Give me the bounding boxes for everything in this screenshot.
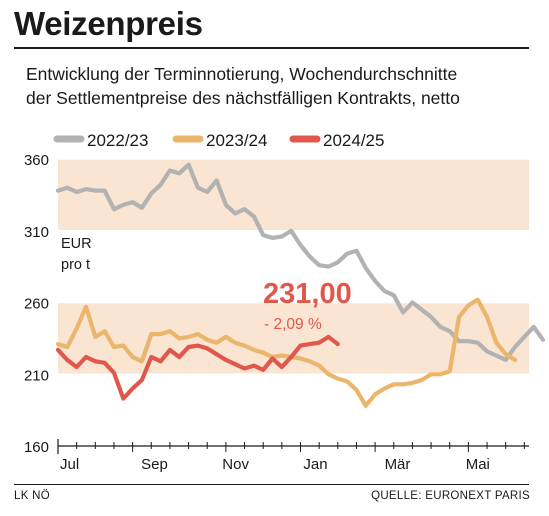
x-axis: Jul Sep Nov Jan Mär Mai [57,439,529,473]
chart-subtitle: Entwicklung der Terminnotierung, Wochend… [26,62,536,110]
series-line-2 [55,334,340,401]
legend: 2022/23 2023/24 2024/25 [53,131,384,150]
y-tick-label-160: 160 [24,439,49,456]
legend-label-1: 2023/24 [206,131,267,150]
unit-label-line-1: EUR [61,236,92,252]
x-tick-label-3: Jan [303,456,327,473]
footer-source: QUELLE: EURONEXT PARIS [371,490,530,502]
gridlines [58,158,529,375]
shaded-band-0 [58,159,529,231]
footer-credit: LK NÖ [14,490,51,502]
y-tick-label-310: 310 [24,224,49,241]
title-rule [14,47,529,49]
series-lines [55,162,546,408]
y-tick-label-360: 360 [24,152,49,169]
x-tick-label-2: Nov [222,456,249,473]
subtitle-line-1: Entwicklung der Terminnotierung, Wochend… [26,64,458,84]
legend-label-2: 2024/25 [323,131,384,150]
y-tick-label-210: 210 [24,367,49,384]
x-tick-label-4: Mär [385,456,411,473]
unit-label-line-2: pro t [61,257,90,273]
series-line-0 [55,162,546,362]
price-annotation: 231,00 - 2,09 % [263,278,352,333]
footer-rule [14,484,529,485]
x-tick-label-0: Jul [60,456,79,473]
series-line-1 [55,297,518,408]
chart-title: Weizenpreis [14,5,203,42]
x-tick-label-1: Sep [141,456,168,473]
y-tick-label-260: 260 [24,296,49,313]
y-axis-tick-labels: 160 210 260 310 360 [24,152,49,456]
unit-label: EUR pro t [61,236,92,273]
legend-label-0: 2022/23 [87,131,148,150]
annotation-value: 231,00 [263,278,352,310]
subtitle-line-2: der Settlementpreise des nächstfälligen … [26,88,460,108]
x-tick-label-5: Mai [466,456,490,473]
annotation-change: - 2,09 % [264,316,322,333]
